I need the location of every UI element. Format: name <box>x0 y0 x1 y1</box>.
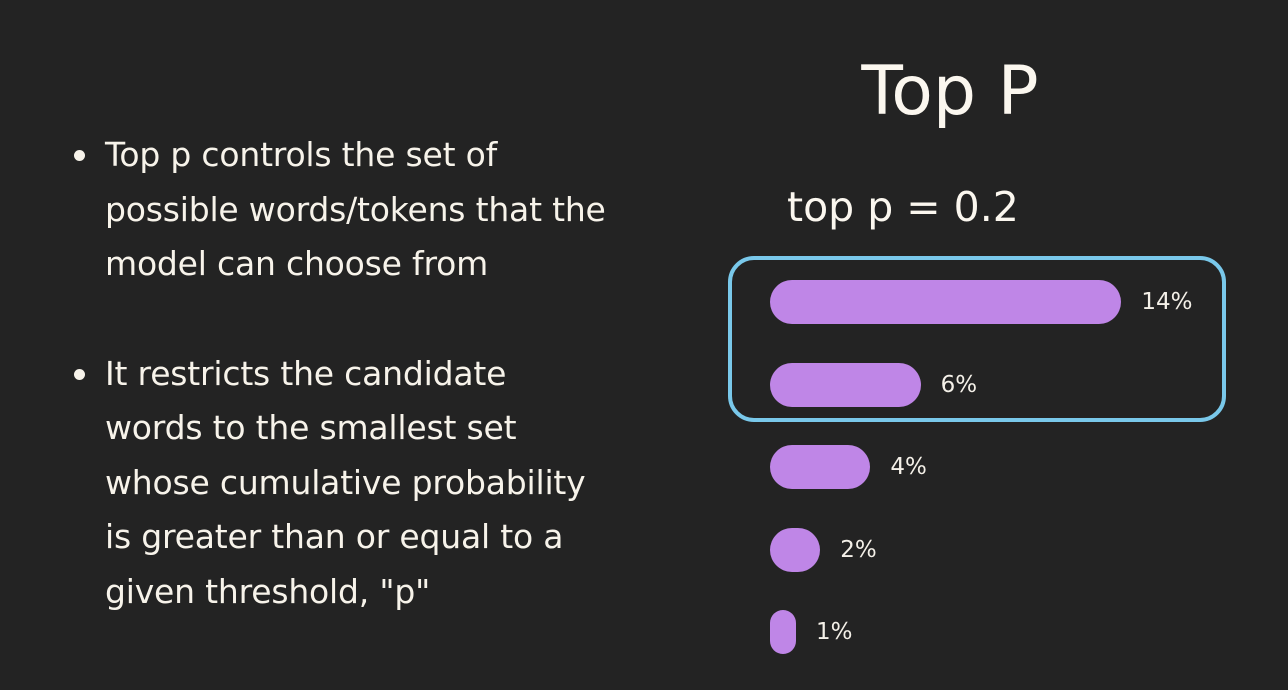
bullet-1-line-3: model can choose from <box>105 244 489 283</box>
bullet-2-line-3: whose cumulative probability <box>105 462 586 502</box>
bullet-dot <box>74 150 85 161</box>
top-p-value-label: top p = 0.2 <box>787 183 1019 231</box>
probability-bar-2 <box>770 362 921 407</box>
probability-bar-chart: 14% 6% 4% 2% 1% <box>770 280 1230 660</box>
probability-bar-label-3: 4% <box>890 454 927 481</box>
bullet-list: Top p controls the set of possible words… <box>72 128 672 619</box>
probability-bar-3 <box>770 445 871 490</box>
probability-bar-1 <box>770 280 1122 324</box>
bullet-1-line-2: possible words/tokens that the <box>105 189 606 229</box>
probability-bar-label-1: 14% <box>1141 289 1193 315</box>
bullet-2-line-1: It restricts the candidate <box>105 353 507 393</box>
bullet-item-2: It restricts the candidate words to the … <box>72 347 672 620</box>
slide-title: Top P <box>861 52 1039 131</box>
bullet-2-line-5: given threshold, "p" <box>105 571 431 611</box>
probability-bar-4 <box>770 527 821 572</box>
probability-bar-5 <box>770 610 796 655</box>
probability-bar-label-2: 6% <box>940 371 978 398</box>
bullet-2-line-2: words to the smallest set <box>105 408 517 447</box>
bullet-item-1: Top p controls the set of possible words… <box>72 128 672 292</box>
probability-bar-label-4: 2% <box>840 536 877 563</box>
probability-bar-label-5: 1% <box>816 619 853 646</box>
bullet-dot <box>74 368 85 380</box>
bullet-2-line-4: is greater than or equal to a <box>105 517 564 556</box>
bullet-1-line-1: Top p controls the set of <box>105 135 498 174</box>
top-p-selection-outline <box>728 256 1226 422</box>
